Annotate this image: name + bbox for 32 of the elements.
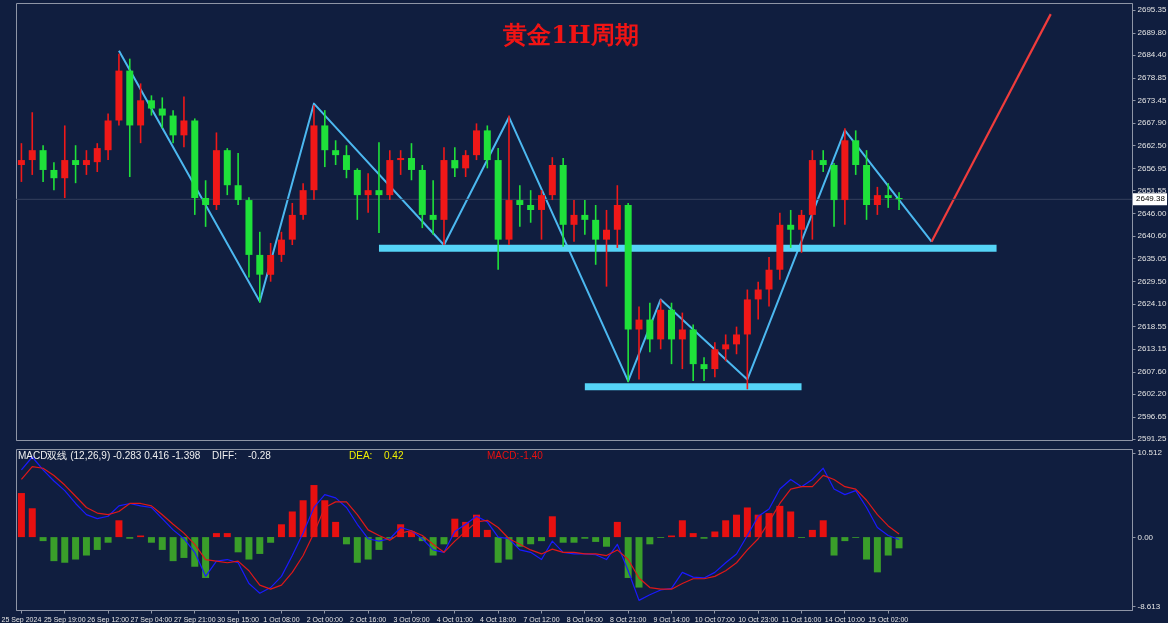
y-tick-label: 2602.20 [1137, 389, 1167, 399]
annotation: DEA: [349, 450, 373, 461]
y-tick-label: 2689.80 [1137, 28, 1167, 38]
ref-line-label: 2649.38 [1136, 194, 1166, 204]
y-tick-label: 2673.45 [1137, 95, 1167, 105]
y-tick-label: 2607.60 [1137, 367, 1167, 377]
y-tick-label: 10.512 [1137, 448, 1163, 458]
y-tick-label: 2618.55 [1137, 321, 1167, 331]
annotation: MACD双线 (12,26,9) -0.283 0.416 -1.398 [18, 450, 201, 461]
annotation: MACD: [487, 450, 520, 461]
y-tick-label: -8.613 [1137, 601, 1161, 611]
y-tick-label: 2656.95 [1137, 163, 1167, 173]
y-tick-label: 2684.40 [1137, 50, 1167, 60]
annotation: DIFF: [212, 450, 237, 461]
y-tick-label: 2596.65 [1137, 412, 1167, 422]
y-tick-label: 2629.50 [1137, 276, 1167, 286]
y-tick-label: 2678.85 [1137, 73, 1167, 83]
y-tick-label: 2635.05 [1137, 253, 1167, 263]
y-tick-label: 2613.15 [1137, 344, 1167, 354]
y-tick-label: 2662.50 [1137, 140, 1167, 150]
annotation: -0.28 [248, 450, 272, 461]
annotation: 0.42 [384, 450, 404, 461]
y-tick-label: 0.00 [1137, 532, 1154, 542]
y-tick-label: 2640.60 [1137, 231, 1167, 241]
y-tick-label: 2646.00 [1137, 208, 1167, 218]
y-tick-label: 2591.25 [1137, 434, 1167, 444]
y-tick-label: 2695.35 [1137, 5, 1167, 15]
y-tick-label: 2651.55 [1137, 185, 1167, 195]
text: 黄金1H周期 [502, 20, 639, 49]
annotation: -1.40 [520, 450, 544, 461]
y-tick-label: 2667.90 [1137, 118, 1167, 128]
y-tick-label: 2624.10 [1137, 299, 1167, 309]
